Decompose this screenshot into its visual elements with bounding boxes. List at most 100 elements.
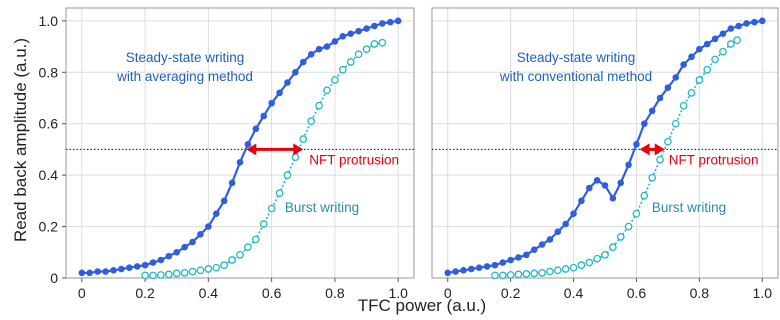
- y-tick-label: 0.2: [39, 219, 59, 235]
- plot-frame: [65, 7, 415, 279]
- burst-point: [259, 220, 268, 228]
- arrow-head-left: [639, 143, 650, 156]
- x-axis-label: TFC power (a.u.): [358, 296, 486, 315]
- burst-point: [157, 271, 165, 279]
- steady-state-point: [593, 176, 601, 184]
- burst-series: [491, 36, 741, 280]
- plot-area: [432, 8, 778, 278]
- burst-point: [703, 65, 712, 74]
- burst-point: [561, 265, 570, 273]
- steady-state-point: [252, 125, 260, 133]
- y-axis-label: Read back amplitude (a.u.): [11, 38, 30, 242]
- burst-point: [553, 266, 562, 275]
- burst-point: [522, 270, 531, 278]
- x-tick-label: 0: [444, 285, 452, 301]
- steady-state-label-line: with conventional method: [499, 69, 652, 84]
- burst-point: [251, 235, 260, 244]
- burst-point: [530, 269, 539, 278]
- steady-state-point: [394, 17, 402, 25]
- arrow-head-right: [654, 143, 665, 156]
- steady-state-point: [664, 84, 672, 92]
- steady-state-point: [228, 179, 236, 187]
- steady-state-series: [78, 17, 402, 277]
- steady-state-point: [499, 259, 507, 266]
- steady-state-point: [86, 269, 94, 277]
- steady-state-point: [371, 22, 378, 30]
- steady-state-point: [656, 94, 664, 102]
- burst-point: [624, 222, 633, 231]
- steady-state-point: [648, 107, 656, 115]
- burst-point: [370, 40, 379, 48]
- steady-state-point: [165, 252, 173, 260]
- burst-point: [172, 269, 181, 278]
- burst-point: [664, 137, 672, 146]
- burst-point: [338, 65, 347, 74]
- steady-state-point: [641, 120, 648, 128]
- steady-state-point: [468, 265, 475, 273]
- steady-state-point: [149, 259, 157, 266]
- burst-point: [267, 204, 276, 213]
- steady-state-point: [703, 40, 711, 48]
- y-tick-label: 0: [50, 270, 58, 286]
- burst-writing-label: Burst writing: [285, 200, 359, 215]
- steady-state-point: [633, 140, 640, 148]
- arrow-head-left: [246, 143, 257, 156]
- burst-point: [687, 89, 696, 97]
- burst-point: [719, 47, 727, 56]
- x-tick-label: 0.2: [501, 285, 521, 301]
- burst-point: [577, 261, 586, 269]
- steady-state-label: Steady-state writing with conventional me…: [499, 50, 652, 84]
- burst-point: [228, 256, 236, 264]
- chart-panel-1: 0 0.2 0.4 0.6 0.8 1.0 0 0.2 0.4 0.6 0.8 1.0 NFT prot…: [39, 7, 415, 301]
- x-tick-label: 0.6: [627, 285, 647, 301]
- steady-state-label-line: Steady-state writing: [517, 50, 636, 65]
- y-tick-label: 1.0: [39, 13, 59, 29]
- steady-state-label: Steady-state writing with averaging metho…: [116, 50, 253, 84]
- burst-point: [671, 119, 680, 128]
- steady-state-series: [444, 17, 766, 277]
- steady-state-point: [475, 264, 483, 272]
- plot-frame: [431, 7, 779, 279]
- steady-state-point: [189, 238, 196, 246]
- burst-point: [354, 50, 363, 59]
- steady-state-point: [688, 53, 695, 61]
- y-tick-label: 0.6: [39, 116, 59, 132]
- steady-state-point: [719, 30, 727, 38]
- steady-state-point: [133, 263, 141, 270]
- steady-state-point: [617, 179, 625, 187]
- steady-state-point: [212, 210, 220, 218]
- steady-state-point: [173, 248, 181, 256]
- burst-point: [291, 153, 300, 161]
- steady-state-point: [141, 261, 149, 269]
- steady-state-point: [523, 251, 530, 259]
- steady-state-point: [363, 25, 370, 32]
- burst-point: [601, 251, 609, 259]
- chart-panel-2: 0 0.2 0.4 0.6 0.8 1.0 NFT protrusion Steady-sta…: [431, 7, 779, 301]
- burst-point: [299, 135, 308, 143]
- steady-state-point: [444, 269, 452, 277]
- burst-point: [695, 76, 704, 84]
- burst-point: [346, 58, 355, 66]
- steady-state-point: [696, 45, 703, 53]
- steady-state-point: [125, 264, 133, 272]
- burst-point: [275, 189, 284, 197]
- burst-point: [331, 76, 339, 84]
- burst-point: [656, 155, 664, 164]
- steady-state-point: [386, 18, 394, 26]
- steady-state-point: [197, 230, 204, 238]
- steady-state-point: [546, 236, 554, 243]
- steady-state-point: [711, 35, 719, 43]
- steady-state-point: [299, 58, 307, 66]
- steady-state-point: [562, 220, 569, 228]
- burst-point: [585, 258, 594, 267]
- steady-state-point: [94, 268, 101, 275]
- x-tick-label: 0.6: [262, 285, 282, 301]
- nft-protrusion-arrow: [639, 143, 665, 156]
- steady-state-point: [379, 20, 386, 27]
- burst-point: [212, 263, 221, 272]
- burst-point: [726, 40, 735, 48]
- steady-state-point: [323, 43, 331, 50]
- steady-state-point: [268, 99, 275, 107]
- burst-point: [491, 271, 499, 280]
